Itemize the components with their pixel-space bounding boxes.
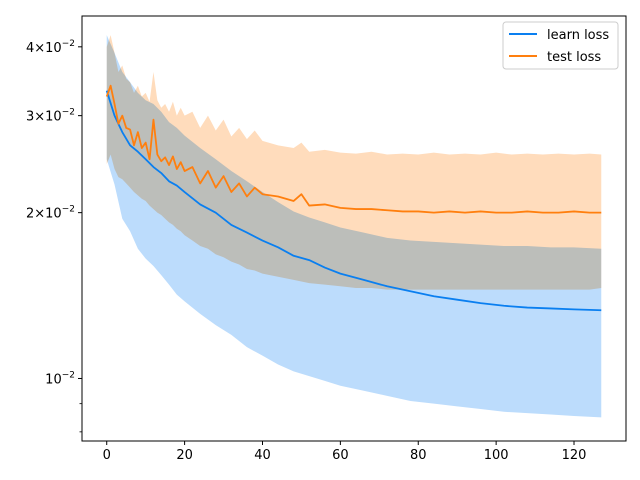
line-learn-loss bbox=[105, 90, 602, 312]
y-tick-label: 4×10−2 bbox=[26, 39, 75, 56]
legend-label-test: test loss bbox=[547, 50, 601, 65]
y-tick-label: 3×10−2 bbox=[26, 108, 75, 125]
x-tick-label: 80 bbox=[410, 448, 427, 463]
legend: learn loss test loss bbox=[502, 21, 619, 70]
y-tick-label: 2×10−2 bbox=[26, 205, 75, 222]
x-tick-label: 100 bbox=[484, 448, 509, 463]
y-axis: 4×10−2 3×10−2 2×10−2 10−2 bbox=[26, 39, 82, 433]
line-test-loss bbox=[105, 84, 602, 214]
confidence-bands bbox=[106, 35, 602, 418]
x-axis: 0 20 40 60 80 100 120 bbox=[103, 441, 587, 463]
series-lines bbox=[105, 84, 602, 312]
plot-frame bbox=[81, 15, 627, 442]
x-tick-label: 20 bbox=[176, 448, 193, 463]
x-tick-label: 0 bbox=[103, 448, 111, 463]
band-test-loss bbox=[106, 35, 602, 290]
y-tick-label: 10−2 bbox=[45, 370, 75, 387]
legend-label-learn: learn loss bbox=[547, 28, 609, 43]
band-learn-loss bbox=[106, 35, 602, 418]
x-tick-label: 60 bbox=[332, 448, 349, 463]
x-tick-label: 120 bbox=[562, 448, 587, 463]
x-tick-label: 40 bbox=[254, 448, 271, 463]
